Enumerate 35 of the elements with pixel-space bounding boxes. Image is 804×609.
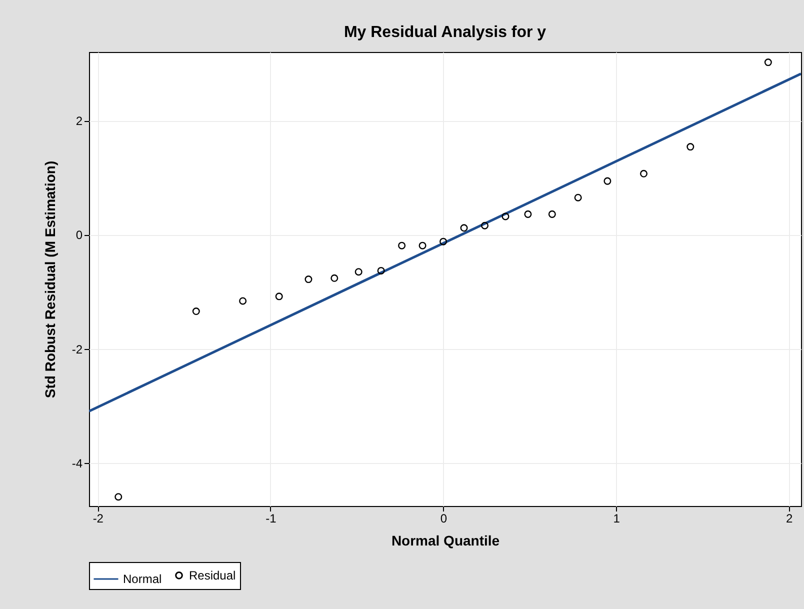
chart-title: My Residual Analysis for y: [344, 24, 546, 41]
point: [440, 238, 448, 246]
point: [304, 276, 312, 284]
y-tick-label: -4: [72, 456, 83, 471]
point: [502, 212, 510, 220]
y-tick-label: 2: [76, 114, 83, 128]
y-tick-label: 0: [76, 228, 83, 242]
point: [114, 493, 122, 501]
point: [354, 268, 362, 276]
point: [192, 308, 200, 316]
point: [480, 222, 489, 230]
point: [460, 224, 468, 232]
x-tick-label: 1: [613, 512, 620, 526]
x-axis-title: Normal Quantile: [391, 532, 500, 548]
point: [524, 210, 532, 218]
point: [764, 58, 772, 66]
x-tick-label: 0: [440, 512, 448, 526]
point: [640, 170, 648, 178]
legend-label: Normal: [123, 572, 162, 586]
point: [377, 266, 385, 274]
point: [574, 194, 582, 202]
legend-label: Residual: [189, 568, 236, 582]
x-tick-label: -1: [266, 512, 277, 526]
x-tick-label: 2: [786, 512, 794, 526]
point: [418, 242, 426, 250]
point: [239, 297, 247, 305]
point: [275, 292, 283, 300]
x-tick-label: -2: [92, 512, 104, 526]
point: [548, 210, 556, 218]
point: [398, 242, 406, 250]
point: [604, 177, 612, 185]
y-axis-title: Std Robust Residual (M Estimation): [42, 160, 58, 398]
y-tick-label: -2: [72, 342, 83, 356]
point: [330, 274, 338, 282]
point: [686, 143, 694, 151]
